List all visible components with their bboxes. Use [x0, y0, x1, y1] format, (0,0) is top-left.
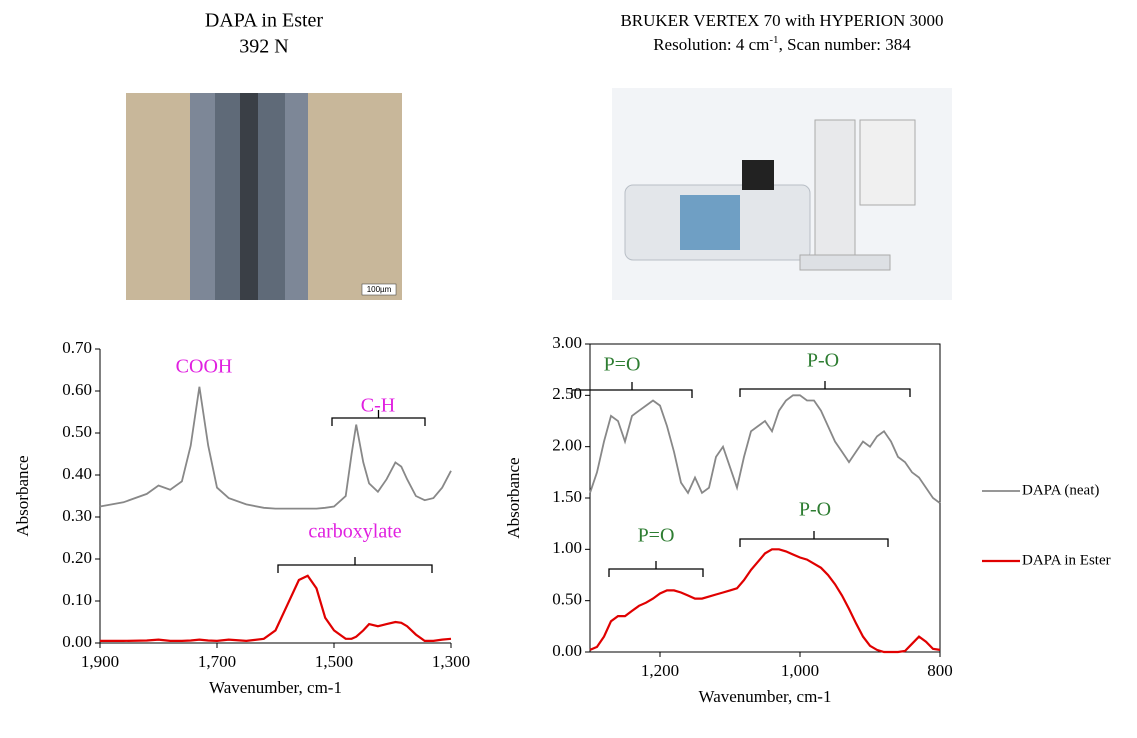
x-tick-label: 1,700	[198, 652, 236, 671]
annotation: P=O	[604, 354, 641, 376]
x-tick-label: 1,000	[781, 661, 819, 680]
annotation: P-O	[799, 499, 831, 521]
annotation: P=O	[638, 525, 675, 547]
micrograph: 100µm	[126, 93, 402, 300]
line-series	[589, 394, 941, 504]
y-tick-label: 0.00	[552, 641, 582, 660]
y-tick-label: 2.00	[552, 436, 582, 455]
bracket	[739, 381, 911, 397]
title-sup: -1	[769, 34, 778, 46]
legend-label: DAPA (neat)	[1022, 482, 1099, 498]
x-tick-label: 800	[927, 661, 953, 680]
title-part: , Scan number: 384	[779, 35, 912, 54]
y-axis-label: Absorbance	[13, 455, 32, 536]
line-series	[100, 574, 452, 643]
y-tick-label: 0.70	[62, 338, 92, 357]
right-title: Resolution: 4 cm-1, Scan number: 384	[653, 34, 911, 54]
line-series	[589, 548, 941, 654]
bracket	[571, 382, 693, 398]
y-tick-label: 2.50	[552, 384, 582, 403]
y-tick-label: 0.00	[62, 632, 92, 651]
y-tick-label: 0.50	[552, 590, 582, 609]
y-tick-label: 1.50	[552, 487, 582, 506]
left-title: DAPA in Ester	[205, 10, 324, 32]
x-tick-label: 1,900	[81, 652, 119, 671]
y-tick-label: 0.20	[62, 548, 92, 567]
bracket	[608, 561, 704, 577]
annotation: C-H	[361, 395, 395, 417]
title-part: Resolution: 4 cm	[653, 35, 769, 54]
line-series	[99, 386, 452, 510]
instrument-photo	[612, 88, 952, 300]
left-title: 392 N	[239, 36, 288, 58]
x-axis-label: Wavenumber, cm-1	[699, 687, 832, 706]
x-tick-label: 1,300	[432, 652, 470, 671]
y-tick-label: 0.30	[62, 506, 92, 525]
bracket	[739, 531, 889, 547]
y-tick-label: 0.50	[62, 422, 92, 441]
y-tick-label: 1.00	[552, 538, 582, 557]
y-tick-label: 0.10	[62, 590, 92, 609]
y-tick-label: 3.00	[552, 333, 582, 352]
legend-label: DAPA in Ester	[1022, 552, 1111, 568]
x-axis-label: Wavenumber, cm-1	[209, 678, 342, 697]
scale-bar: 100µm	[367, 285, 392, 294]
x-tick-label: 1,200	[641, 661, 679, 680]
annotation: carboxylate	[308, 521, 401, 543]
y-tick-label: 0.60	[62, 380, 92, 399]
y-tick-label: 0.40	[62, 464, 92, 483]
bracket	[277, 557, 433, 573]
y-axis-label: Absorbance	[504, 457, 523, 538]
x-tick-label: 1,500	[315, 652, 353, 671]
bracket	[331, 410, 426, 426]
annotation: COOH	[176, 356, 233, 378]
annotation: P-O	[807, 350, 839, 372]
right-title: BRUKER VERTEX 70 with HYPERION 3000	[620, 11, 943, 30]
